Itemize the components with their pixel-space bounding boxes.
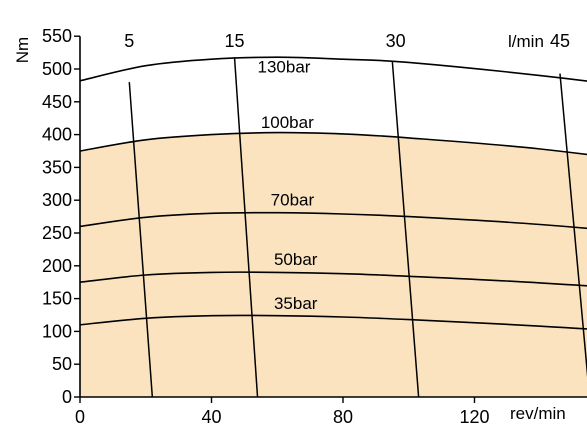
pressure-label-100bar: 100bar xyxy=(261,113,314,132)
shaded-operating-region xyxy=(80,132,587,397)
pressure-curve-100bar xyxy=(79,131,587,156)
y-tick-label: 0 xyxy=(62,387,72,407)
flow-unit-label: l/min xyxy=(508,32,544,51)
y-tick-label: 300 xyxy=(42,190,72,210)
x-tick-label: 0 xyxy=(75,407,85,427)
pressure-label-50bar: 50bar xyxy=(274,250,318,269)
y-tick-label: 350 xyxy=(42,157,72,177)
y-tick-label: 100 xyxy=(42,321,72,341)
pressure-label-35bar: 35bar xyxy=(274,294,318,313)
y-tick-label: 50 xyxy=(52,354,72,374)
x-tick-label: 120 xyxy=(459,407,489,427)
y-tick-label: 200 xyxy=(42,256,72,276)
pressure-curve-70bar xyxy=(79,211,587,230)
y-tick-label: 450 xyxy=(42,92,72,112)
y-tick-label: 150 xyxy=(42,289,72,309)
flow-line-15 xyxy=(233,57,259,398)
y-axis-label: Nm xyxy=(13,37,32,63)
axes: 0 50 100 150 200 250 300 350 400 450 500 550 0 40 80 12… xyxy=(42,26,587,427)
labels: rev/min Nm 130bar 100bar 70bar 50bar 35bar 5 15 3… xyxy=(13,31,570,423)
flow-top-label-45: 45 xyxy=(550,31,570,51)
pressure-curve-35bar xyxy=(79,314,587,330)
x-axis-label: rev/min xyxy=(510,404,566,423)
flow-top-label-5: 5 xyxy=(124,31,134,51)
pressure-label-70bar: 70bar xyxy=(271,190,315,209)
x-tick-label: 40 xyxy=(201,407,221,427)
flow-top-label-15: 15 xyxy=(224,31,244,51)
y-tick-label: 550 xyxy=(42,26,72,46)
pressure-label-130bar: 130bar xyxy=(258,57,311,76)
flow-top-label-30: 30 xyxy=(386,31,406,51)
flow-line-30 xyxy=(391,61,420,398)
y-tick-label: 250 xyxy=(42,223,72,243)
y-tick-label: 500 xyxy=(42,59,72,79)
flow-line-5 xyxy=(128,82,154,398)
flow-line-45 xyxy=(559,73,587,378)
flow-lines xyxy=(128,57,587,398)
pressure-curve-130bar xyxy=(79,56,587,82)
x-tick-label: 80 xyxy=(333,407,353,427)
y-tick-label: 400 xyxy=(42,125,72,145)
